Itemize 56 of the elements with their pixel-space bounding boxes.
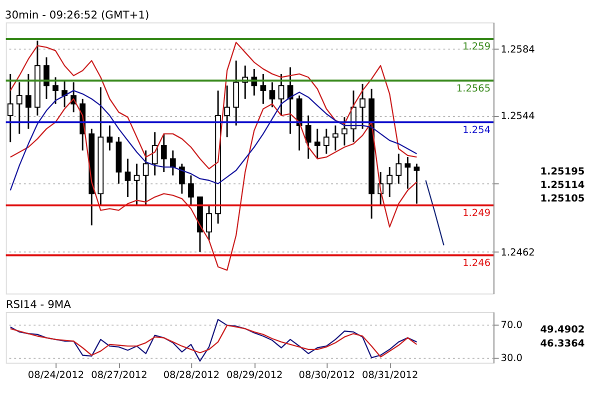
- ref-line-label: 1.259: [462, 42, 491, 53]
- candlestick: [269, 82, 276, 108]
- y-tick-label: 30.0: [500, 353, 522, 364]
- candlestick: [386, 166, 393, 198]
- candlestick: [360, 83, 366, 130]
- candlestick: [305, 114, 312, 160]
- candlestick: [278, 73, 284, 116]
- chart-title: RSI14 - 9MA: [6, 298, 72, 312]
- ref-line-label: 1.2565: [456, 83, 491, 94]
- ref-line-label: 1.254: [462, 124, 491, 136]
- x-tick-label: 08/24/2012: [28, 370, 84, 381]
- candlestick: [188, 174, 194, 206]
- candlestick: [25, 73, 32, 130]
- candlestick: [206, 204, 212, 241]
- candlestick: [106, 124, 113, 152]
- candlestick: [332, 124, 338, 152]
- candlestick: [414, 163, 420, 204]
- candlestick: [170, 150, 176, 176]
- candlestick: [160, 133, 167, 173]
- candlestick: [396, 153, 402, 184]
- x-tick-label: 08/31/2012: [362, 370, 418, 381]
- candlestick: [124, 158, 131, 198]
- candlestick: [134, 163, 140, 206]
- y-tick-label: 70.0: [500, 320, 522, 331]
- candlestick: [152, 131, 158, 176]
- candlestick: [314, 128, 320, 160]
- ref-line-label: 1.249: [462, 208, 491, 220]
- ref-line-label: 1.246: [462, 258, 491, 269]
- line-series: [10, 42, 418, 170]
- candlestick: [62, 80, 68, 108]
- x-tick-label: 08/30/2012: [298, 370, 355, 381]
- text: 1.25105: [540, 194, 585, 205]
- text: 49.4902: [540, 324, 585, 336]
- y-tick-label: 1.2462: [500, 247, 535, 258]
- candlestick: [224, 84, 230, 138]
- candlestick: [404, 156, 411, 190]
- line-series: [10, 318, 418, 362]
- candlestick: [323, 128, 330, 155]
- candlestick: [260, 73, 266, 105]
- x-tick-label: 08/29/2012: [226, 370, 283, 381]
- candlestick: [52, 76, 58, 105]
- candlestick: [179, 163, 185, 194]
- candlestick: [16, 82, 22, 135]
- text: 1.25114: [540, 180, 585, 192]
- text: 46.3364: [540, 338, 585, 350]
- y-tick-label: 1.2584: [500, 44, 535, 56]
- line-series: [10, 324, 418, 358]
- x-tick-label: 08/27/2012: [91, 370, 148, 381]
- candlestick: [44, 56, 50, 100]
- x-tick-label: 08/28/2012: [163, 370, 220, 381]
- candlestick: [7, 73, 14, 143]
- candlestick: [142, 150, 149, 206]
- chart-title: 30min - 09:26:52 (GMT+1): [4, 8, 150, 22]
- y-tick-label: 1.2544: [500, 110, 535, 122]
- candlestick: [342, 116, 348, 146]
- text: 1.25195: [540, 166, 585, 178]
